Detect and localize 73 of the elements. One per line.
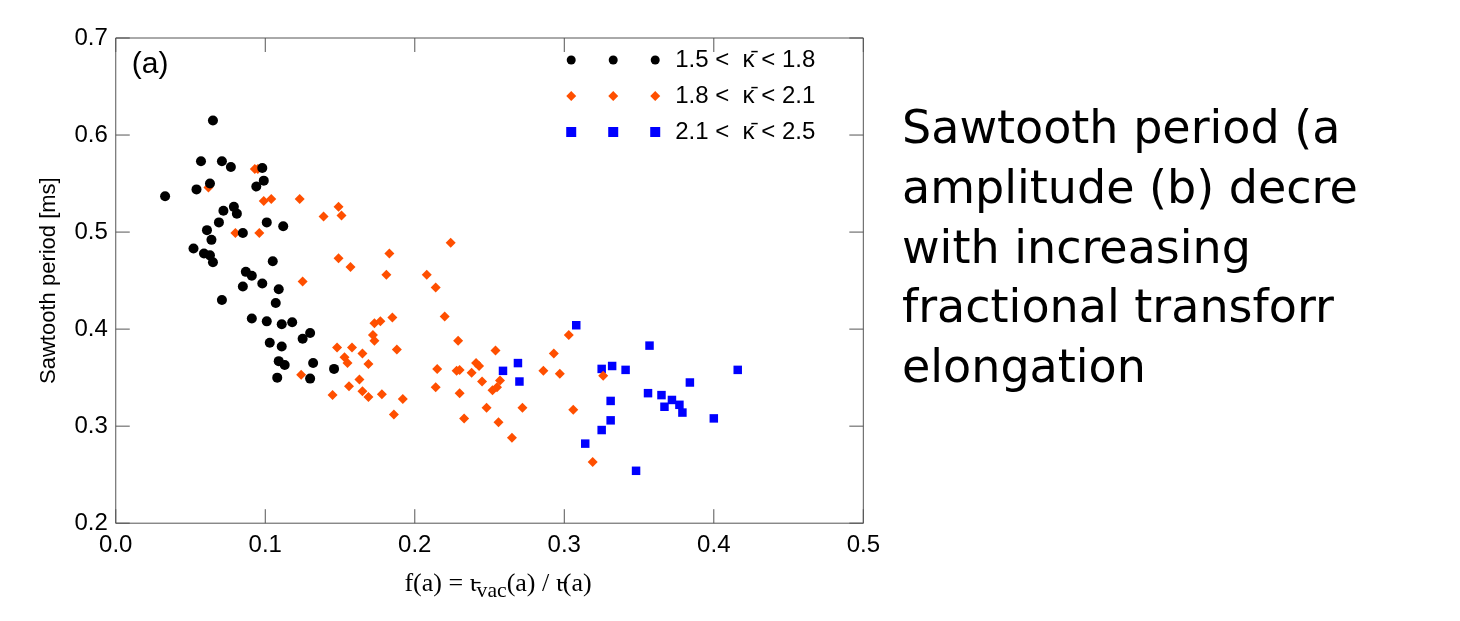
text: Sawtooth period (a amplitude (b) decre with increasing fractional transforr elongation <box>902 99 1358 396</box>
point <box>606 396 615 406</box>
y-tick-label: 0.5 <box>74 216 108 244</box>
point <box>270 297 281 308</box>
point <box>329 363 340 374</box>
point <box>237 228 248 239</box>
point <box>685 378 695 387</box>
point <box>251 181 262 192</box>
point <box>287 317 298 328</box>
point <box>237 281 248 292</box>
point <box>678 408 687 417</box>
point <box>218 205 229 216</box>
point <box>621 365 630 375</box>
point <box>246 313 257 324</box>
point <box>225 162 236 173</box>
point <box>207 115 218 126</box>
y-tick-label: 0.6 <box>74 119 108 147</box>
point <box>188 243 199 254</box>
point <box>257 278 268 289</box>
y-tick-label: 0.3 <box>74 410 108 438</box>
point <box>645 341 654 350</box>
point <box>272 372 283 383</box>
point <box>297 333 308 344</box>
point <box>160 191 171 202</box>
y-tick-label: 0.7 <box>74 22 108 50</box>
point <box>246 270 257 281</box>
point <box>261 316 272 327</box>
point <box>195 156 206 167</box>
x-tick-label: 0.1 <box>248 530 282 558</box>
point <box>273 284 284 295</box>
point <box>264 337 275 348</box>
point <box>606 416 615 425</box>
point <box>207 257 218 268</box>
legend-label: 2.1 < κ̄ < 2.5 <box>675 116 816 144</box>
point <box>191 184 202 195</box>
point <box>733 365 742 375</box>
legend-label: 1.8 < κ̄ < 2.1 <box>675 80 816 108</box>
point <box>572 321 581 330</box>
point <box>206 234 217 245</box>
point <box>267 256 278 267</box>
point <box>204 178 215 189</box>
point <box>261 217 272 228</box>
x-tick-label: 0.2 <box>398 530 432 558</box>
point <box>660 402 669 411</box>
x-tick-label: 0.4 <box>697 530 731 558</box>
legend-label: 1.5 < κ̄ < 1.8 <box>675 44 816 72</box>
point <box>201 225 212 236</box>
y-tick-label: 0.4 <box>74 313 108 341</box>
x-tick-label: 0.3 <box>547 530 581 558</box>
point <box>276 341 287 352</box>
point <box>216 295 227 306</box>
point <box>257 163 268 174</box>
x-tick-label: 0.5 <box>846 530 881 558</box>
x-axis-title: f(a) = ι̵$_{vac}$(a) / ι̵(a) <box>403 568 593 604</box>
point <box>580 439 590 448</box>
point <box>597 425 606 435</box>
point <box>675 400 684 410</box>
point <box>308 358 319 369</box>
point <box>305 373 316 384</box>
point <box>231 208 242 219</box>
y-axis-title: Sawtooth period [ms] <box>35 177 61 384</box>
point <box>276 319 287 330</box>
point <box>278 221 289 232</box>
point <box>216 156 227 167</box>
point <box>279 360 290 371</box>
point <box>709 414 719 423</box>
point <box>258 175 269 186</box>
point <box>305 328 316 338</box>
point <box>515 377 524 386</box>
point <box>657 390 666 400</box>
point <box>213 217 224 228</box>
point <box>597 364 606 374</box>
annotation: (a) <box>131 46 169 80</box>
